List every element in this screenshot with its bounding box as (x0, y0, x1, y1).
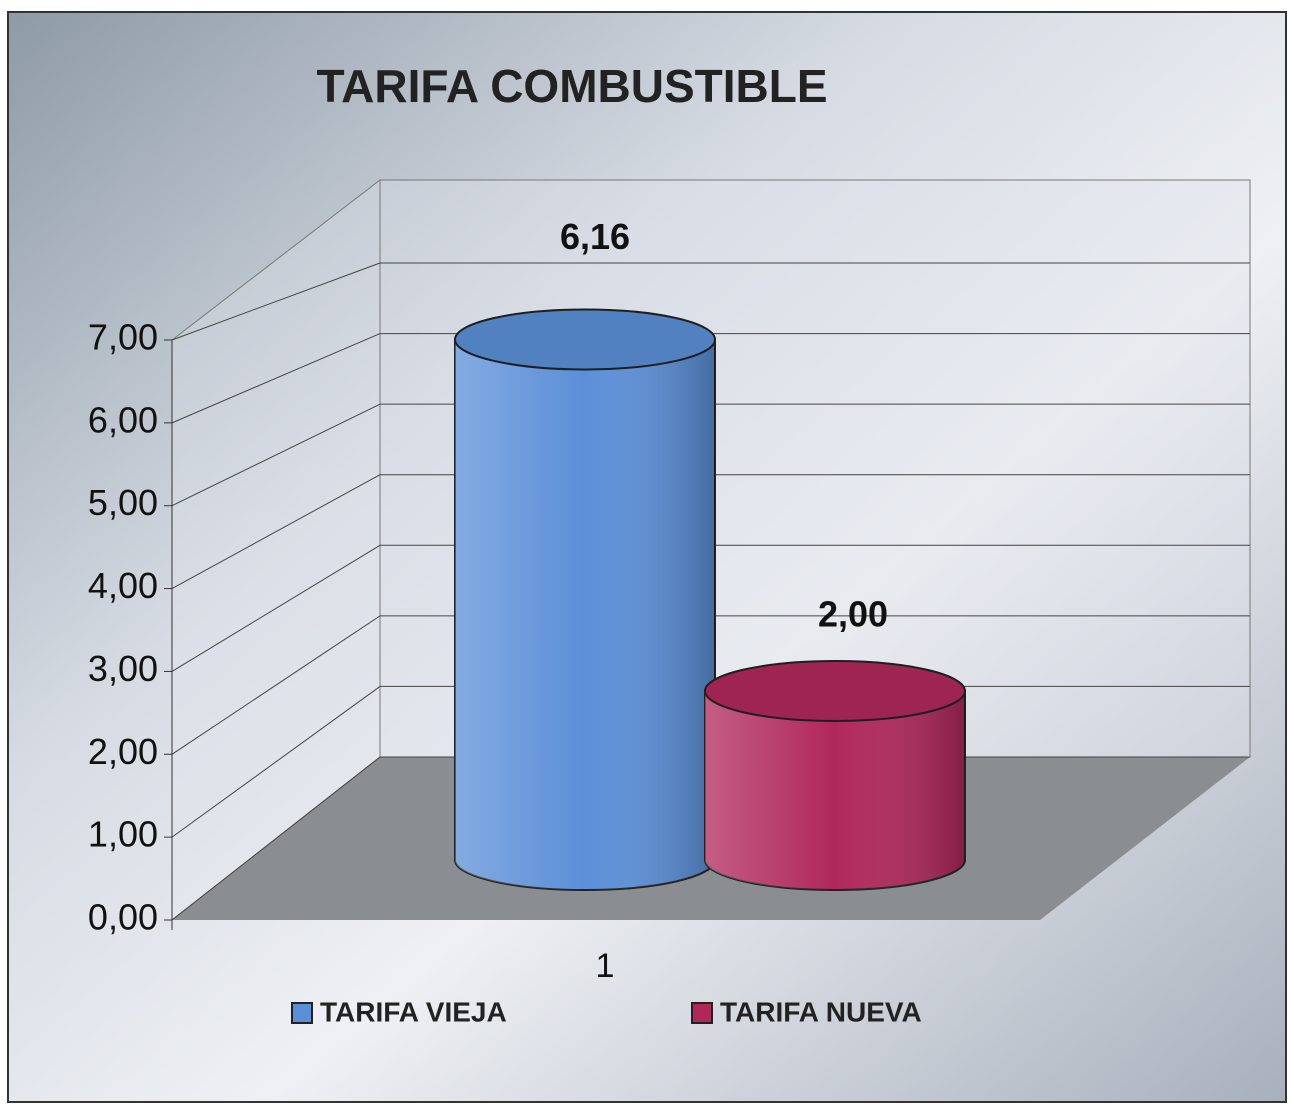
legend-swatch (691, 1002, 713, 1024)
grid-line (171, 615, 381, 755)
x-tick-label: 1 (596, 947, 615, 985)
bar-top (704, 660, 966, 722)
y-tick-label: 4,00 (88, 565, 158, 606)
bar-top (454, 308, 716, 371)
grid-line (171, 474, 381, 590)
legend-label: TARIFA VIEJA (320, 996, 507, 1027)
legend-swatch (291, 1002, 313, 1024)
y-tick-label: 0,00 (88, 897, 158, 938)
y-tick-label: 5,00 (88, 482, 158, 523)
grid-line (171, 403, 381, 507)
y-tick-label: 6,00 (88, 399, 158, 440)
y-tick-label: 1,00 (88, 814, 158, 855)
bar-shade (705, 691, 965, 890)
y-tick-label: 2,00 (88, 731, 158, 772)
y-tick-label: 7,00 (88, 317, 158, 358)
grid-line (171, 544, 381, 672)
chart-title: TARIFA COMBUSTIBLE (316, 60, 827, 112)
legend-label: TARIFA NUEVA (720, 996, 922, 1027)
y-tick-label: 3,00 (88, 648, 158, 689)
data-label: 2,00 (818, 594, 888, 635)
grid-line (171, 756, 381, 921)
bar-shade (455, 339, 715, 891)
data-label: 6,16 (560, 216, 630, 257)
grid-line (171, 333, 381, 424)
grid-line (171, 262, 381, 341)
grid-line (171, 686, 381, 838)
